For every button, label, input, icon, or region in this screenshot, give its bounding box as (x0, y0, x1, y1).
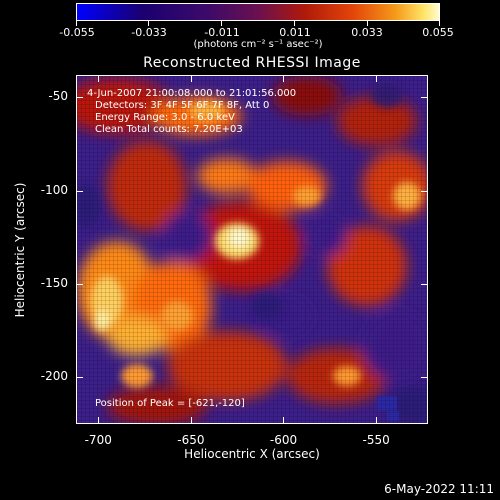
x-tick-label: -550 (362, 433, 390, 447)
y-tick-label: -150 (40, 276, 68, 291)
y-tick-label: -50 (48, 89, 68, 104)
x-tick-mark (190, 75, 192, 82)
plot-title: Reconstructed RHESSI Image (143, 55, 361, 71)
rhessi-image-map (77, 76, 427, 423)
peak-position-text: Position of Peak = [-621,-120] (95, 398, 245, 409)
colorbar-tick-label: 0.055 (422, 26, 454, 39)
y-tick-mark (76, 284, 83, 286)
y-tick-mark (76, 190, 83, 192)
x-tick-mark (376, 75, 378, 82)
colorbar-ticks (76, 20, 440, 26)
y-tick-label: -200 (40, 369, 68, 384)
x-tick-mark (376, 417, 378, 424)
annotation-clean-counts: Clean Total counts: 7.20E+03 (95, 124, 243, 135)
x-tick-mark (98, 417, 100, 424)
colorbar (76, 3, 440, 21)
annotation-time-range: 4-Jun-2007 21:00:08.000 to 21:01:56.000 (87, 88, 297, 99)
colorbar-tick-label: -0.055 (59, 26, 95, 39)
y-tick-mark (76, 377, 83, 379)
x-axis-label: Heliocentric X (arcsec) (184, 447, 320, 461)
colorbar-tick-label: 0.033 (351, 26, 383, 39)
annotation-energy-range: Energy Range: 3.0 - 6.0 keV (95, 112, 235, 123)
colorbar-tick-label: -0.033 (131, 26, 167, 39)
x-tick-mark (98, 75, 100, 82)
x-tick-label: -700 (84, 433, 112, 447)
annotation-detectors: Detectors: 3F 4F 5F 6F 7F 8F, Att 0 (95, 100, 270, 111)
x-tick-mark (283, 417, 285, 424)
rhessi-image: 4-Jun-2007 21:00:08.000 to 21:01:56.000 … (76, 75, 428, 424)
x-tick-mark (190, 417, 192, 424)
y-tick-mark (421, 377, 428, 379)
y-tick-label: -100 (40, 182, 68, 197)
colorbar-tick-label: 0.011 (279, 26, 311, 39)
colorbar-units-label: (photons cm⁻² s⁻¹ asec⁻²) (193, 39, 323, 50)
footer-timestamp: 6-May-2022 11:11 (384, 482, 494, 496)
y-axis-label: Heliocentric Y (arcsec) (13, 182, 27, 318)
x-tick-mark (283, 75, 285, 82)
y-tick-mark (421, 97, 428, 99)
y-tick-mark (421, 284, 428, 286)
colorbar-tick-label: -0.011 (204, 26, 240, 39)
annotation-peak-position: Position of Peak = [-621,-120] (95, 398, 245, 410)
x-tick-label: -600 (269, 433, 298, 447)
y-tick-mark (421, 190, 428, 192)
x-tick-label: -650 (177, 433, 205, 447)
y-tick-mark (76, 97, 83, 99)
